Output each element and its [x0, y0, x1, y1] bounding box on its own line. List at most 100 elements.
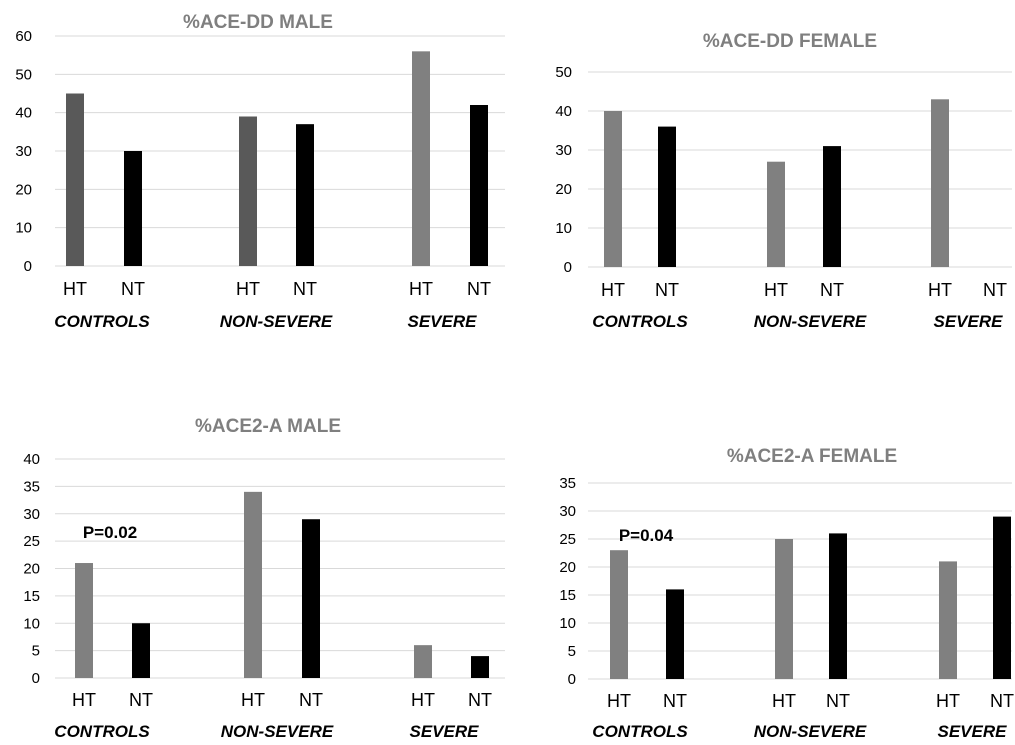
- bar-nt-severe: [470, 105, 488, 266]
- group-label: CONTROLS: [54, 722, 150, 741]
- y-tick-label: 20: [23, 561, 40, 578]
- y-tick-label: 35: [559, 475, 576, 492]
- x-tick-label: NT: [820, 280, 844, 300]
- y-tick-label: 0: [32, 670, 40, 687]
- x-tick-label: NT: [121, 279, 145, 299]
- x-tick-label: NT: [983, 280, 1007, 300]
- y-tick-label: 60: [15, 28, 32, 45]
- bar-ht-non-severe: [239, 116, 257, 266]
- y-tick-label: 10: [559, 615, 576, 632]
- bar-nt-controls: [658, 126, 676, 267]
- chart-title: %ACE-DD MALE: [183, 12, 333, 33]
- group-label: NON-SEVERE: [220, 312, 333, 331]
- y-tick-label: 10: [15, 220, 32, 237]
- y-tick-label: 15: [559, 587, 576, 604]
- bar-nt-non-severe: [823, 146, 841, 267]
- bar-ht-controls: [610, 550, 628, 679]
- x-tick-label: HT: [607, 691, 631, 711]
- bar-nt-controls: [124, 151, 142, 266]
- x-tick-label: NT: [663, 691, 687, 711]
- x-tick-label: HT: [936, 691, 960, 711]
- y-tick-label: 15: [23, 588, 40, 605]
- bar-ht-severe: [412, 51, 430, 267]
- x-tick-label: HT: [928, 280, 952, 300]
- x-tick-label: HT: [411, 690, 435, 710]
- y-tick-label: 40: [23, 451, 40, 468]
- x-tick-label: HT: [409, 279, 433, 299]
- bar-ht-non-severe: [244, 491, 262, 678]
- y-tick-label: 10: [555, 220, 572, 237]
- y-tick-label: 20: [15, 181, 32, 198]
- x-tick-label: HT: [764, 280, 788, 300]
- y-tick-label: 5: [568, 643, 576, 660]
- chart-title: %ACE2-A FEMALE: [727, 446, 897, 467]
- group-label: SEVERE: [410, 722, 480, 741]
- x-tick-label: NT: [468, 690, 492, 710]
- y-tick-label: 20: [555, 181, 572, 198]
- bar-ht-severe: [931, 99, 949, 267]
- bar-nt-non-severe: [302, 519, 320, 678]
- x-tick-label: HT: [241, 690, 265, 710]
- bar-nt-severe: [471, 656, 489, 678]
- group-label: SEVERE: [408, 312, 478, 331]
- group-label: NON-SEVERE: [221, 722, 334, 741]
- bar-ht-non-severe: [775, 539, 793, 679]
- x-tick-label: NT: [467, 279, 491, 299]
- x-tick-label: NT: [293, 279, 317, 299]
- bar-ht-severe: [414, 645, 432, 678]
- y-tick-label: 0: [568, 671, 576, 688]
- group-label: CONTROLS: [54, 312, 150, 331]
- x-tick-label: NT: [299, 690, 323, 710]
- chart-title: %ACE-DD FEMALE: [703, 31, 877, 52]
- chart-panel-4: %ACE2-A FEMALE 0 5 10 15 20 25 30 35 HT NT CONTROLS…: [559, 446, 1014, 741]
- y-tick-label: 30: [555, 142, 572, 159]
- y-tick-label: 40: [15, 105, 32, 122]
- y-tick-label: 20: [559, 559, 576, 576]
- y-tick-label: 0: [24, 258, 32, 275]
- x-tick-label: NT: [826, 691, 850, 711]
- y-tick-label: 30: [559, 503, 576, 520]
- p-value-annotation: P=0.04: [619, 526, 674, 545]
- x-tick-label: NT: [990, 691, 1014, 711]
- bar-nt-severe: [993, 516, 1011, 679]
- y-tick-label: 30: [23, 506, 40, 523]
- x-tick-label: NT: [129, 690, 153, 710]
- y-tick-label: 25: [23, 533, 40, 550]
- group-label: CONTROLS: [592, 722, 688, 741]
- x-tick-label: HT: [63, 279, 87, 299]
- bar-ht-controls: [75, 563, 93, 678]
- x-tick-label: HT: [601, 280, 625, 300]
- chart-panel-2: %ACE-DD FEMALE 0 10 20 30 40 50 HT NT CONTROLS HT N…: [555, 31, 1012, 331]
- x-tick-label: NT: [655, 280, 679, 300]
- x-tick-label: HT: [72, 690, 96, 710]
- bar-ht-non-severe: [767, 161, 785, 267]
- y-tick-label: 40: [555, 103, 572, 120]
- y-tick-label: 30: [15, 143, 32, 160]
- group-label: SEVERE: [934, 312, 1004, 331]
- y-tick-label: 5: [32, 643, 40, 660]
- group-label: NON-SEVERE: [754, 312, 867, 331]
- bar-nt-non-severe: [296, 124, 314, 267]
- y-tick-label: 50: [15, 66, 32, 83]
- y-tick-label: 25: [559, 531, 576, 548]
- chart-panel-1: %ACE-DD MALE 0 10 20 30 40 50 60 HT NT CONTROLS HT N…: [15, 12, 505, 331]
- y-tick-label: 35: [23, 478, 40, 495]
- chart-panel-3: %ACE2-A MALE 0 5 10 15 20 25 30 35 40 HT NT CONTROLS…: [23, 416, 505, 741]
- x-tick-label: HT: [236, 279, 260, 299]
- bar-nt-controls: [666, 589, 684, 679]
- bar-ht-severe: [939, 561, 957, 679]
- y-tick-label: 10: [23, 615, 40, 632]
- bar-nt-non-severe: [829, 533, 847, 679]
- chart-title: %ACE2-A MALE: [195, 416, 341, 437]
- group-label: NON-SEVERE: [754, 722, 867, 741]
- bar-ht-controls: [66, 93, 84, 266]
- bar-nt-controls: [132, 623, 150, 678]
- group-label: SEVERE: [938, 722, 1008, 741]
- y-tick-label: 0: [564, 259, 572, 276]
- x-tick-label: HT: [772, 691, 796, 711]
- y-tick-label: 50: [555, 64, 572, 81]
- group-label: CONTROLS: [592, 312, 688, 331]
- bar-ht-controls: [604, 111, 622, 267]
- p-value-annotation: P=0.02: [83, 523, 137, 542]
